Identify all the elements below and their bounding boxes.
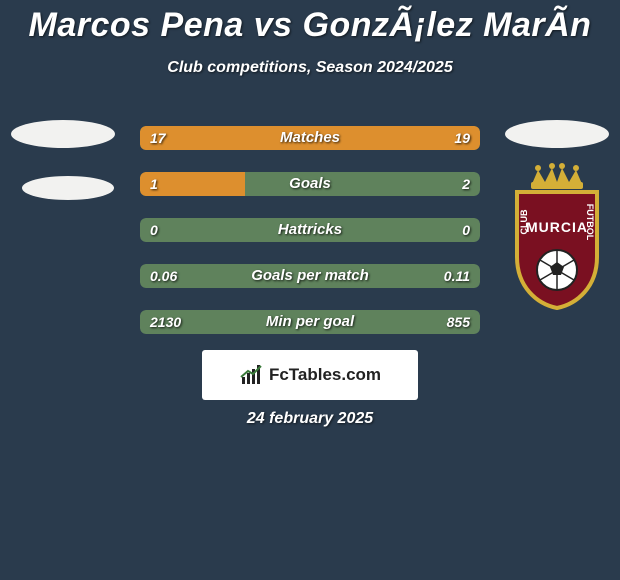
bar-label: Hattricks: [140, 218, 480, 242]
team-right-block: CLUB FUTBOL MURCIA: [502, 120, 612, 310]
comparison-bars: Matches17 19 Goals1 2 Hattricks0 0 Goals per m…: [140, 126, 480, 356]
bar-row: Matches17 19: [140, 126, 480, 150]
svg-text:MURCIA: MURCIA: [526, 219, 588, 235]
bar-label: Matches: [140, 126, 480, 150]
bar-value-right: 19: [454, 126, 470, 150]
bar-row: Goals1 2: [140, 172, 480, 196]
bar-value-left: 0: [150, 218, 158, 242]
page-subtitle: Club competitions, Season 2024/2025: [0, 59, 620, 77]
team-left-ellipse-1: [11, 120, 115, 148]
bar-label: Goals: [140, 172, 480, 196]
bar-label: Goals per match: [140, 264, 480, 288]
bar-value-left: 1: [150, 172, 158, 196]
bar-value-left: 0.06: [150, 264, 177, 288]
brand-logo: FcTables.com: [202, 350, 418, 400]
bar-value-left: 2130: [150, 310, 181, 334]
brand-label: FcTables.com: [269, 365, 381, 385]
footer-date: 24 february 2025: [0, 410, 620, 428]
page-title: Marcos Pena vs GonzÃ¡lez MarÃ­n: [0, 0, 620, 45]
bar-row: Min per goal2130 855: [140, 310, 480, 334]
chart-icon: [239, 363, 263, 387]
bar-value-right: 855: [447, 310, 470, 334]
bar-row: Goals per match0.06 0.11: [140, 264, 480, 288]
team-right-badge: CLUB FUTBOL MURCIA: [507, 162, 607, 310]
bar-row: Hattricks0 0: [140, 218, 480, 242]
bar-value-right: 2: [462, 172, 470, 196]
bar-label: Min per goal: [140, 310, 480, 334]
team-left-block: [8, 120, 118, 200]
team-left-ellipse-2: [22, 176, 114, 200]
bar-value-left: 17: [150, 126, 166, 150]
team-right-ellipse-1: [505, 120, 609, 148]
bar-value-right: 0: [462, 218, 470, 242]
bar-value-right: 0.11: [444, 264, 470, 288]
